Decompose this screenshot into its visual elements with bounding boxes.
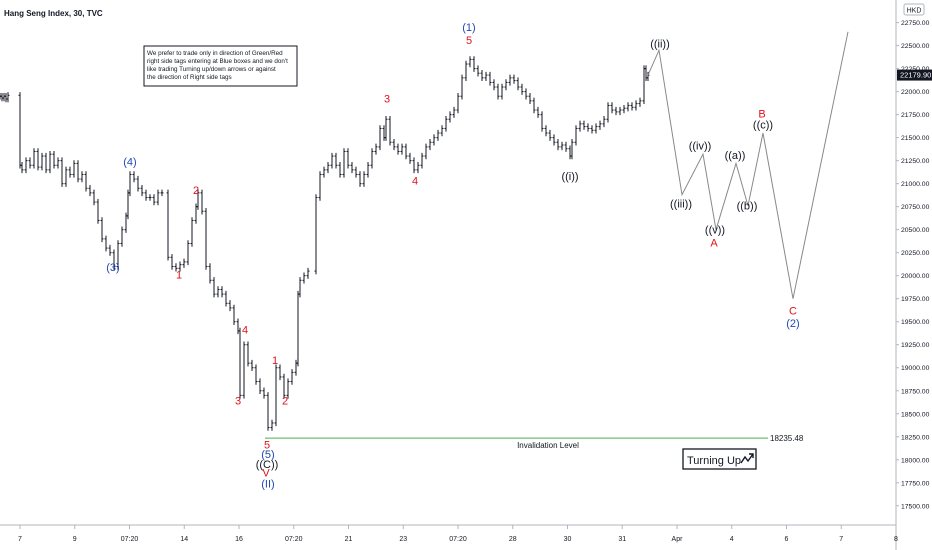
wave-label: ((iv)) bbox=[689, 141, 712, 153]
wave-label: ((iii)) bbox=[670, 199, 692, 211]
y-tick-label: 22000.00 bbox=[901, 89, 930, 96]
wave-label: ((a)) bbox=[725, 150, 746, 162]
turning-up-label: Turning Up bbox=[687, 455, 741, 467]
x-tick-label: 23 bbox=[399, 536, 407, 543]
x-tick-label: 14 bbox=[180, 536, 188, 543]
wave-label: B bbox=[758, 108, 765, 120]
wave-label: 4 bbox=[412, 176, 418, 188]
x-tick-label: 07:20 bbox=[285, 536, 303, 543]
y-tick-label: 18750.00 bbox=[901, 388, 930, 395]
wave-label: ((b)) bbox=[737, 200, 758, 212]
x-tick-label: 21 bbox=[345, 536, 353, 543]
y-tick-label: 19500.00 bbox=[901, 319, 930, 326]
y-tick-label: 19750.00 bbox=[901, 296, 930, 303]
y-tick-label: 17500.00 bbox=[901, 503, 930, 510]
x-tick-label: 9 bbox=[73, 536, 77, 543]
last-price-tag: 22179.90 bbox=[897, 69, 932, 81]
currency-badge[interactable]: HKD bbox=[903, 3, 925, 16]
x-tick-label: 7 bbox=[839, 536, 843, 543]
y-tick-label: 22500.00 bbox=[901, 43, 930, 50]
y-tick-label: 18250.00 bbox=[901, 434, 930, 441]
note-box: We prefer to trade only in direction of … bbox=[143, 45, 298, 87]
x-axis-ticks: 7 9 07:20 14 16 07:20 21 23 07:20 28 30 31 Apr 4 6 7 8 bbox=[18, 525, 898, 543]
y-tick-label: 20750.00 bbox=[901, 204, 930, 211]
note-line-1: We prefer to trade only in direction of … bbox=[147, 50, 283, 57]
wave-label: V bbox=[262, 467, 270, 479]
wave-label: (4) bbox=[123, 156, 136, 168]
x-tick-label: 28 bbox=[509, 536, 517, 543]
wave-label: 5 bbox=[466, 35, 472, 47]
x-tick-label: 31 bbox=[618, 536, 626, 543]
wave-label: (5) bbox=[261, 449, 274, 461]
x-tick-label: 07:20 bbox=[449, 536, 467, 543]
y-tick-label: 20500.00 bbox=[901, 227, 930, 234]
wave-label: 2 bbox=[193, 185, 199, 197]
chart-title: Hang Seng Index, 30, TVC bbox=[4, 9, 103, 18]
turning-up-badge[interactable]: Turning Up bbox=[682, 448, 757, 470]
note-line-4: the direction of Right side tags bbox=[147, 74, 232, 81]
wave-label: (II) bbox=[261, 478, 274, 490]
x-tick-label: 16 bbox=[235, 536, 243, 543]
x-tick-label: 30 bbox=[564, 536, 572, 543]
y-tick-label: 21500.00 bbox=[901, 135, 930, 142]
y-tick-label: 22750.00 bbox=[901, 20, 930, 27]
wave-label: ((v)) bbox=[705, 224, 725, 236]
y-tick-label: 21750.00 bbox=[901, 112, 930, 119]
x-tick-label: 4 bbox=[730, 536, 734, 543]
invalidation-value: 18235.48 bbox=[770, 434, 804, 443]
projection-path bbox=[647, 31, 849, 299]
wave-label: ((c)) bbox=[753, 119, 773, 131]
note-line-2: right side tags entering at Blue boxes a… bbox=[147, 58, 288, 65]
wave-label: 3 bbox=[235, 396, 241, 408]
x-tick-label: 7 bbox=[18, 536, 22, 543]
wave-label: ((C)) bbox=[256, 459, 279, 471]
y-tick-label: 17750.00 bbox=[901, 480, 930, 487]
wave-label: (1) bbox=[462, 22, 475, 34]
y-tick-label: 20250.00 bbox=[901, 250, 930, 257]
y-axis-ticks: 17500.00 17750.00 18000.00 18250.00 18500.00… bbox=[896, 20, 930, 510]
wave-label: 3 bbox=[384, 94, 390, 106]
wave-label: ((ii)) bbox=[650, 38, 670, 50]
wave-label: A bbox=[710, 237, 718, 249]
wave-label: 1 bbox=[176, 269, 182, 281]
y-tick-label: 19000.00 bbox=[901, 365, 930, 372]
invalidation-label: Invalidation Level bbox=[517, 441, 579, 450]
x-tick-label: 07:20 bbox=[121, 536, 139, 543]
y-tick-label: 21250.00 bbox=[901, 158, 930, 165]
wave-label: 5 bbox=[264, 440, 270, 452]
x-tick-label: Apr bbox=[672, 536, 684, 543]
x-tick-label: 8 bbox=[894, 536, 898, 543]
wave-label: (3) bbox=[106, 262, 119, 274]
wave-label: 4 bbox=[242, 325, 248, 337]
wave-label: (2) bbox=[786, 318, 799, 330]
y-tick-label: 19250.00 bbox=[901, 342, 930, 349]
currency-label: HKD bbox=[907, 8, 922, 15]
invalidation-group: Invalidation Level 18235.48 bbox=[265, 434, 804, 450]
x-tick-label: 6 bbox=[785, 536, 789, 543]
y-tick-label: 20000.00 bbox=[901, 273, 930, 280]
note-line-3: like trading Turning up/down arrows or a… bbox=[147, 66, 276, 73]
wave-labels: (3)(4)1243125(5)((C))V(II)34(1)5((i))((i… bbox=[106, 22, 799, 491]
last-price-value: 22179.90 bbox=[900, 71, 931, 80]
wave-label: 2 bbox=[282, 396, 288, 408]
wave-label: ((i)) bbox=[561, 171, 578, 183]
y-tick-label: 18000.00 bbox=[901, 457, 930, 464]
wave-label: 1 bbox=[272, 355, 278, 367]
wave-label: C bbox=[789, 305, 797, 317]
y-tick-label: 18500.00 bbox=[901, 411, 930, 418]
arrow-up-right-icon bbox=[740, 453, 754, 464]
price-series bbox=[0, 56, 650, 431]
y-tick-label: 21000.00 bbox=[901, 181, 930, 188]
